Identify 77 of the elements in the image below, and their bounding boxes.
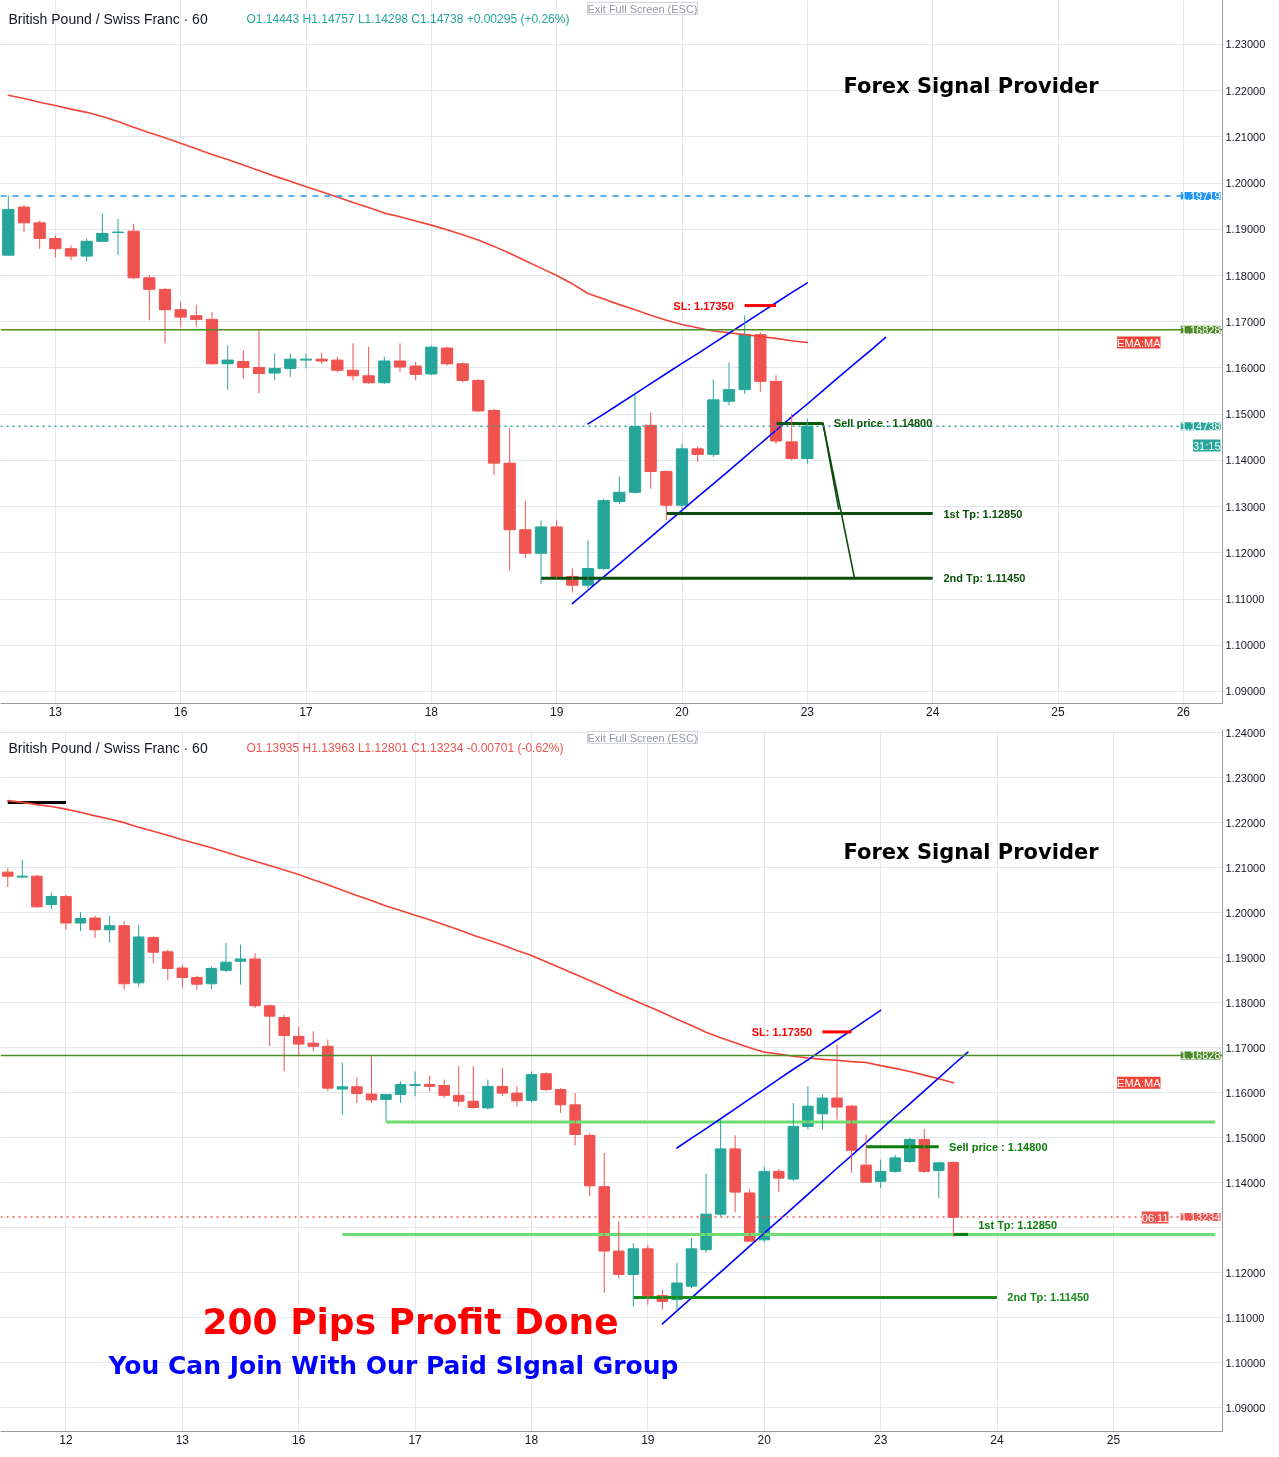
- text: British Pound / Swiss Franc · 60: [8, 10, 208, 27]
- annotation: 06:11: [1141, 1211, 1169, 1224]
- x-tick-label: 12: [59, 1432, 73, 1447]
- x-tick-label: 20: [757, 1432, 772, 1447]
- y-tick-label: 1.20000: [1225, 906, 1266, 919]
- y-tick-label: 1.19000: [1225, 223, 1266, 236]
- text: O1.14443 H1.14757 L1.14298 C1.14738 +0.00295 (+0.26%): [246, 11, 570, 26]
- series-label: Sell price : 1.14800: [833, 417, 933, 430]
- x-tick-label: 24: [990, 1432, 1005, 1447]
- annotation: Exit Full Screen (ESC): [587, 2, 698, 15]
- x-tick-label: 16: [173, 704, 188, 719]
- x-tick-label: 19: [641, 1432, 655, 1447]
- y-tick-label: 1.24000: [1225, 726, 1266, 739]
- text: EMA:MA: [1117, 1076, 1162, 1089]
- series-label: SL: 1.17350: [751, 1025, 813, 1038]
- y-tick-label: 1.22000: [1225, 816, 1266, 829]
- x-tick-label: 25: [1106, 1432, 1121, 1447]
- y-tick-label: 1.22000: [1225, 84, 1266, 97]
- annotation: Exit Full Screen (ESC): [587, 731, 698, 744]
- y-tick-label: 1.10000: [1225, 639, 1266, 652]
- y-tick-label: 1.09000: [1225, 1401, 1266, 1414]
- y-tick-label: 1.23000: [1225, 38, 1266, 51]
- text: O1.13935 H1.13963 L1.12801 C1.13234 -0.00701 (-0.62%): [246, 740, 564, 755]
- y-tick-label: 1.21000: [1225, 130, 1266, 143]
- x-tick-label: 19: [549, 704, 564, 719]
- series-label: 2nd Tp: 1.11450: [943, 572, 1026, 585]
- y-tick-label: 1.13000: [1225, 500, 1266, 513]
- series-label: 1st Tp: 1.12850: [978, 1219, 1058, 1232]
- ref-line-label: 1.13234: [1180, 1211, 1221, 1224]
- y-tick-label: 1.12000: [1225, 1266, 1266, 1279]
- y-tick-label: 1.15000: [1225, 1131, 1266, 1144]
- y-tick-label: 1.10000: [1225, 1356, 1266, 1369]
- text: EMA:MA: [1117, 336, 1162, 349]
- x-tick-label: 16: [292, 1432, 306, 1447]
- y-tick-label: 1.14000: [1225, 1176, 1266, 1189]
- y-tick-label: 1.21000: [1225, 861, 1266, 874]
- x-tick-label: 20: [675, 704, 689, 719]
- annotation: Forex Signal Provider: [843, 73, 1100, 98]
- y-tick-label: 1.11000: [1225, 593, 1265, 606]
- series-label: 2nd Tp: 1.11450: [1007, 1291, 1090, 1304]
- series-label: 1st Tp: 1.12850: [943, 507, 1023, 520]
- series-label: Sell price : 1.14800: [949, 1140, 1048, 1153]
- x-tick-label: 24: [925, 704, 940, 719]
- ref-line-label: 1.16828: [1180, 1049, 1221, 1062]
- annotation: 31:15: [1192, 439, 1221, 452]
- y-tick-label: 1.17000: [1225, 1041, 1266, 1054]
- y-tick-label: 1.18000: [1225, 269, 1266, 282]
- annotation: Forex Signal Provider: [843, 839, 1100, 864]
- y-tick-label: 1.16000: [1225, 361, 1266, 374]
- y-tick-label: 1.18000: [1225, 996, 1266, 1009]
- x-tick-label: 17: [299, 704, 313, 719]
- x-tick-label: 23: [800, 704, 815, 719]
- y-tick-label: 1.20000: [1225, 177, 1266, 190]
- y-tick-label: 1.17000: [1225, 315, 1266, 328]
- annotation: You Can Join With Our Paid SIgnal Group: [107, 1351, 679, 1380]
- annotation: 200 Pips Profit Done: [202, 1301, 619, 1342]
- y-tick-label: 1.19000: [1225, 951, 1266, 964]
- x-tick-label: 18: [524, 1432, 539, 1447]
- y-tick-label: 1.09000: [1225, 685, 1266, 698]
- x-tick-label: 23: [873, 1432, 888, 1447]
- x-tick-label: 13: [48, 704, 63, 719]
- y-tick-label: 1.23000: [1225, 771, 1266, 784]
- ref-line-label: 1.14738: [1180, 420, 1221, 433]
- text: British Pound / Swiss Franc · 60: [8, 739, 208, 756]
- x-tick-label: 18: [424, 704, 439, 719]
- y-tick-label: 1.14000: [1225, 454, 1266, 467]
- series-label: SL: 1.17350: [673, 299, 734, 312]
- x-tick-label: 13: [175, 1432, 190, 1447]
- y-tick-label: 1.11000: [1225, 1311, 1265, 1324]
- y-tick-label: 1.16000: [1225, 1086, 1266, 1099]
- y-tick-label: 1.12000: [1225, 546, 1266, 559]
- x-tick-label: 26: [1176, 704, 1191, 719]
- x-tick-label: 25: [1051, 704, 1065, 719]
- x-tick-label: 17: [408, 1432, 423, 1447]
- ref-line-label: 1.19719: [1180, 190, 1221, 203]
- y-tick-label: 1.15000: [1225, 408, 1266, 421]
- ref-line-label: 1.16828: [1180, 323, 1221, 336]
